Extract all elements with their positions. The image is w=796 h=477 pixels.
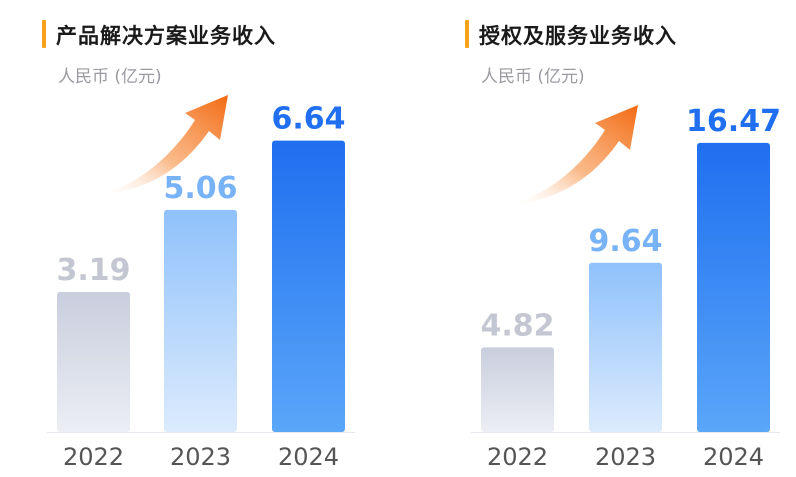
left-accent-bar — [42, 20, 46, 48]
value-label: 5.06 — [163, 171, 237, 206]
value-label: 6.64 — [271, 102, 345, 137]
right-chart-title: 授权及服务业务收入 — [479, 24, 677, 48]
left-chart-unit: 人民币 (亿元) — [58, 67, 162, 87]
value-label: 9.64 — [588, 224, 662, 259]
bar-2023 — [164, 209, 237, 432]
left-chart-title: 产品解决方案业务收入 — [56, 24, 276, 48]
right-chart-unit: 人民币 (亿元) — [481, 67, 585, 87]
trend-arrow — [505, 105, 638, 205]
x-tick-label: 2022 — [487, 443, 548, 471]
baseline — [47, 432, 355, 433]
value-label: 3.19 — [56, 253, 130, 288]
right-accent-bar — [465, 20, 469, 48]
trend-arrow — [95, 95, 228, 195]
bar-2022 — [57, 291, 130, 432]
bar-2024 — [272, 140, 345, 433]
bar-2024 — [697, 142, 770, 433]
x-tick-label: 2024 — [278, 443, 339, 471]
value-label: 4.82 — [480, 308, 554, 343]
x-tick-label: 2023 — [170, 443, 231, 471]
bar-2023 — [589, 262, 662, 432]
x-tick-label: 2023 — [595, 443, 656, 471]
bar-2022 — [481, 347, 554, 432]
value-label: 16.47 — [686, 104, 781, 139]
baseline — [471, 432, 780, 433]
x-tick-label: 2024 — [703, 443, 764, 471]
x-tick-label: 2022 — [63, 443, 124, 471]
